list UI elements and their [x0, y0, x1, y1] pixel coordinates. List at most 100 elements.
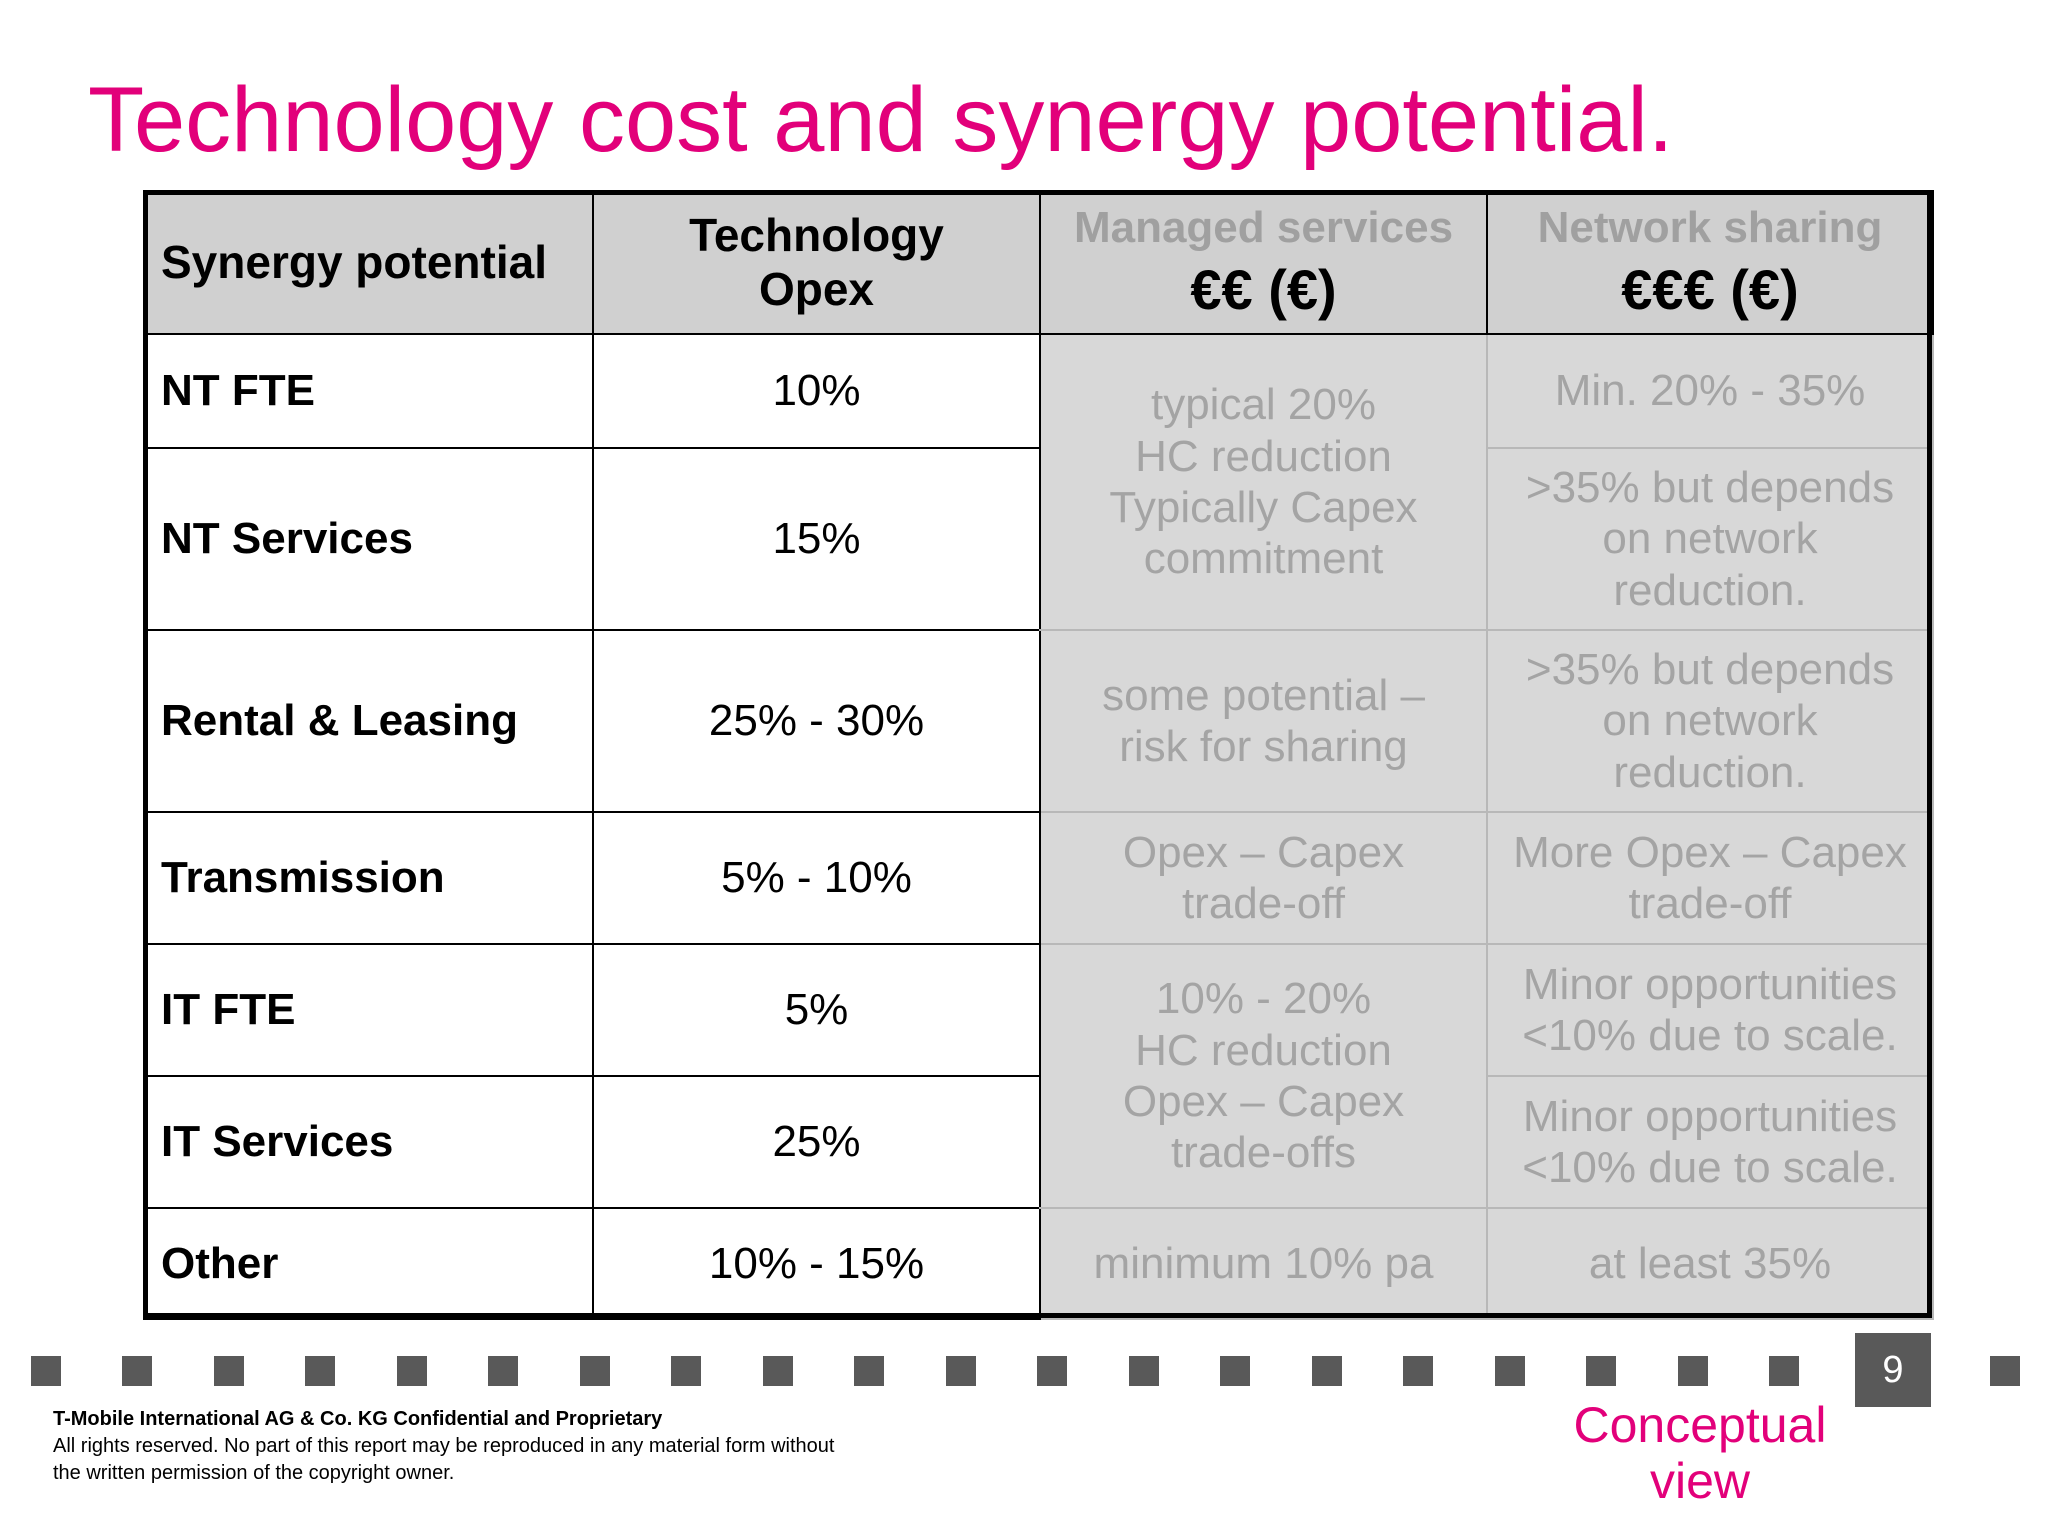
footer-square — [31, 1356, 61, 1386]
network-nt-fte-cell: Min. 20% - 35% — [1486, 333, 1934, 449]
row-label-other: Other — [143, 1207, 594, 1320]
rights-line-2: the written permission of the copyright … — [53, 1462, 455, 1484]
confidentiality-notice: T-Mobile International AG & Co. KG Confi… — [53, 1406, 834, 1487]
table-row: Transmission 5% - 10% Opex – Capex trade… — [143, 811, 1934, 945]
network-rental-line: >35% but depends — [1525, 644, 1895, 694]
row-label-rental-leasing: Rental & Leasing — [143, 629, 594, 813]
managed-transmission-cell: Opex – Capex trade-off — [1039, 811, 1488, 945]
managed-rental-line: risk for sharing — [1119, 722, 1408, 771]
opex-transmission: 5% - 10% — [592, 811, 1041, 945]
header-technology-opex-line1: Technology — [689, 208, 944, 261]
network-rental-cell: >35% but depends on network reduction. — [1486, 629, 1934, 813]
header-managed-services: Managed services €€ (€) — [1039, 190, 1488, 335]
opex-nt-services: 15% — [592, 447, 1041, 631]
footer-square — [1312, 1356, 1342, 1386]
footer-square — [1678, 1356, 1708, 1386]
network-nt-services-cell: >35% but depends on network reduction. — [1486, 447, 1934, 631]
managed-nt-line: commitment — [1143, 534, 1384, 584]
footer-square — [1403, 1356, 1433, 1386]
opex-it-fte: 5% — [592, 943, 1041, 1077]
page-number: 9 — [1855, 1333, 1931, 1407]
network-transmission-line: More Opex – Capex — [1513, 827, 1907, 877]
network-it-services-cell: Minor opportunities <10% due to scale. — [1486, 1075, 1934, 1209]
footer-square — [580, 1356, 610, 1386]
managed-other-cell: minimum 10% pa — [1039, 1207, 1488, 1320]
opex-nt-fte: 10% — [592, 333, 1041, 449]
conceptual-view-line-2: view — [1649, 1453, 1751, 1509]
footer-square — [214, 1356, 244, 1386]
footer-square — [305, 1356, 335, 1386]
footer-square — [1220, 1356, 1250, 1386]
network-it-fte-line: <10% due to scale. — [1522, 1011, 1898, 1060]
network-it-fte-cell: Minor opportunities <10% due to scale. — [1486, 943, 1934, 1077]
row-label-nt-services: NT Services — [143, 447, 594, 631]
managed-it-cell: 10% - 20% HC reduction Opex – Capex trad… — [1039, 943, 1488, 1209]
network-nt-services-line: reduction. — [1613, 565, 1807, 615]
footer-square — [671, 1356, 701, 1386]
row-label-nt-fte: NT FTE — [143, 333, 594, 449]
opex-other: 10% - 15% — [592, 1207, 1041, 1320]
network-other-cell: at least 35% — [1486, 1207, 1934, 1320]
page-title: Technology cost and synergy potential. — [88, 69, 1674, 171]
managed-transmission-line: trade-off — [1181, 879, 1346, 928]
network-rental-line: on network — [1602, 696, 1818, 746]
managed-it-line: trade-offs — [1170, 1128, 1357, 1178]
opex-rental-leasing: 25% - 30% — [592, 629, 1041, 813]
managed-nt-line: HC reduction — [1135, 431, 1392, 481]
footer-square — [122, 1356, 152, 1386]
network-transmission-line: trade-off — [1628, 879, 1792, 928]
managed-nt-line: Typically Capex — [1109, 483, 1418, 532]
rights-line-1: All rights reserved. No part of this rep… — [53, 1435, 835, 1457]
footer-square — [1586, 1356, 1616, 1386]
footer-square — [763, 1356, 793, 1386]
footer-square — [854, 1356, 884, 1386]
table-row: Other 10% - 15% minimum 10% pa at least … — [143, 1207, 1934, 1320]
managed-it-line: Opex – Capex — [1122, 1077, 1405, 1126]
table-border — [143, 190, 1932, 1318]
footer-square — [946, 1356, 976, 1386]
managed-it-line: 10% - 20% — [1155, 974, 1372, 1024]
network-it-services-line: Minor opportunities — [1522, 1091, 1898, 1141]
managed-transmission-line: Opex – Capex — [1122, 827, 1405, 877]
header-managed-services-title: Managed services — [1073, 203, 1454, 252]
network-transmission-cell: More Opex – Capex trade-off — [1486, 811, 1934, 945]
managed-rental-line: some potential – — [1102, 670, 1425, 720]
footer-square — [1990, 1356, 2020, 1386]
company-line: T-Mobile International AG & Co. KG Confi… — [53, 1408, 663, 1430]
footer-square — [1769, 1356, 1799, 1386]
network-rental-line: reduction. — [1613, 747, 1807, 797]
footer-square — [397, 1356, 427, 1386]
table-row: IT FTE 5% 10% - 20% HC reduction Opex – … — [143, 943, 1934, 1209]
row-label-it-fte: IT FTE — [143, 943, 594, 1077]
table-row: Rental & Leasing 25% - 30% some potentia… — [143, 629, 1934, 813]
managed-nt-line: typical 20% — [1150, 380, 1376, 430]
footer-square — [1129, 1356, 1159, 1386]
header-technology-opex-line2: Opex — [758, 262, 875, 315]
network-it-fte-line: Minor opportunities — [1522, 959, 1898, 1009]
header-network-sharing: Network sharing €€€ (€) — [1486, 190, 1934, 335]
header-synergy-potential: Synergy potential — [143, 190, 594, 335]
managed-nt-cell: typical 20% HC reduction Typically Capex… — [1039, 333, 1488, 631]
synergy-table: Synergy potential Technology Opex Manage… — [143, 190, 1934, 1320]
opex-it-services: 25% — [592, 1075, 1041, 1209]
footer-square — [488, 1356, 518, 1386]
footer-square — [1495, 1356, 1525, 1386]
table-row: NT Services 15% >35% but depends on netw… — [143, 447, 1934, 631]
conceptual-view-label: Conceptual view — [1540, 1397, 1860, 1509]
footer-square — [1037, 1356, 1067, 1386]
network-nt-services-line: on network — [1602, 514, 1818, 564]
header-network-sharing-title: Network sharing — [1537, 203, 1883, 252]
network-it-services-line: <10% due to scale. — [1522, 1143, 1898, 1192]
table-row: IT Services 25% Minor opportunities <10%… — [143, 1075, 1934, 1209]
conceptual-view-line-1: Conceptual — [1573, 1397, 1827, 1453]
row-label-transmission: Transmission — [143, 811, 594, 945]
network-nt-fte-line: Min. 20% - 35% — [1554, 366, 1866, 416]
table-row: NT FTE 10% typical 20% HC reduction Typi… — [143, 333, 1934, 631]
footer-square-strip — [0, 1356, 2048, 1386]
table-header-row: Synergy potential Technology Opex Manage… — [143, 190, 1934, 335]
managed-it-line: HC reduction — [1135, 1025, 1392, 1075]
network-nt-services-line: >35% but depends — [1525, 462, 1895, 512]
managed-rental-cell: some potential – risk for sharing — [1039, 629, 1488, 813]
header-network-sharing-euro: €€€ (€) — [1621, 258, 1799, 322]
header-managed-services-euro: €€ (€) — [1190, 258, 1337, 322]
